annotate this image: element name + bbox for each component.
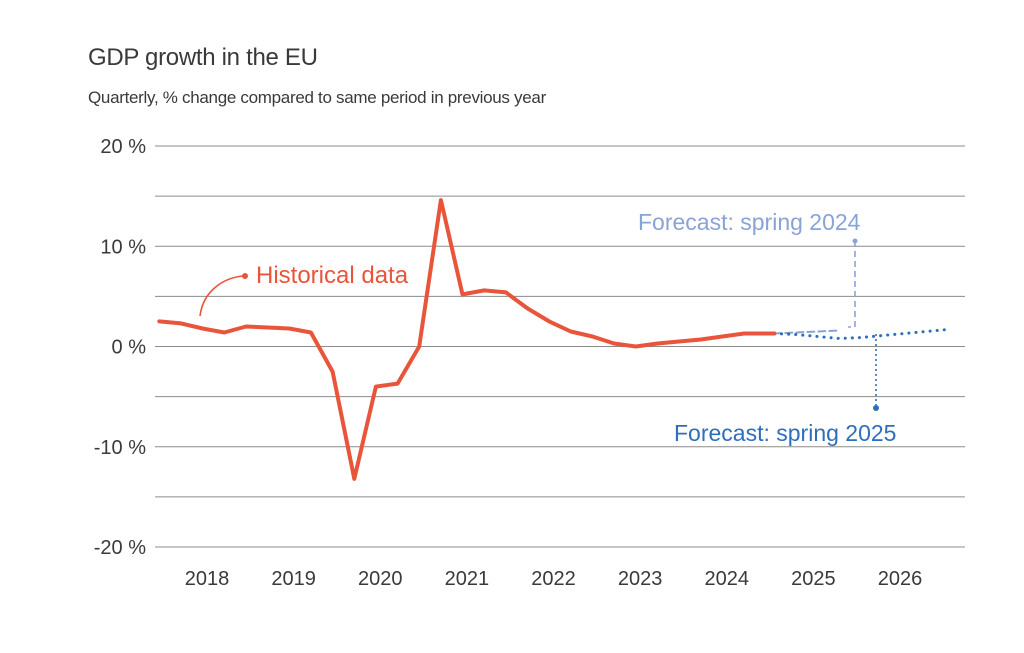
historical-data-line xyxy=(157,198,777,481)
x-tick-label: 2024 xyxy=(705,568,750,590)
x-tick-label: 2023 xyxy=(618,568,663,590)
historical-callout-arrow xyxy=(199,275,244,317)
forecast-2025-leader-dot xyxy=(873,405,879,411)
chart-subtitle: Quarterly, % change compared to same per… xyxy=(88,88,546,107)
chart-title: GDP growth in the EU xyxy=(88,44,318,71)
x-tick-label: 2019 xyxy=(271,568,316,590)
annotation-forecast-spring-2025: Forecast: spring 2025 xyxy=(674,420,896,446)
x-tick-label: 2026 xyxy=(878,568,923,590)
annotation-historical-data: Historical data xyxy=(256,262,409,289)
y-tick-label: -10 % xyxy=(94,437,146,459)
gridlines xyxy=(155,145,965,548)
forecast-2024-leader-dot xyxy=(852,238,858,244)
forecast-spring-2024-line xyxy=(773,329,841,335)
forecast-2024-leader xyxy=(848,241,856,328)
y-tick-label: 10 % xyxy=(100,236,146,258)
annotations: Historical data Forecast: spring 2024 Fo… xyxy=(199,209,896,446)
series-lines xyxy=(157,198,950,481)
annotation-forecast-spring-2024: Forecast: spring 2024 xyxy=(638,209,861,235)
y-axis-ticks: 20 % 10 % 0 % -10 % -20 % xyxy=(94,136,146,559)
y-tick-label: 0 % xyxy=(112,337,147,359)
x-tick-label: 2025 xyxy=(791,568,836,590)
historical-callout-arrowhead xyxy=(242,273,248,279)
x-tick-label: 2018 xyxy=(185,568,230,590)
x-tick-label: 2022 xyxy=(531,568,576,590)
x-axis-ticks: 2018 2019 2020 2021 2022 2023 2024 2025 2026 xyxy=(185,568,923,590)
y-tick-label: 20 % xyxy=(100,136,146,158)
y-tick-label: -20 % xyxy=(94,537,146,559)
x-tick-label: 2021 xyxy=(445,568,490,590)
forecast-spring-2025-line xyxy=(772,328,950,340)
x-tick-label: 2020 xyxy=(358,568,403,590)
